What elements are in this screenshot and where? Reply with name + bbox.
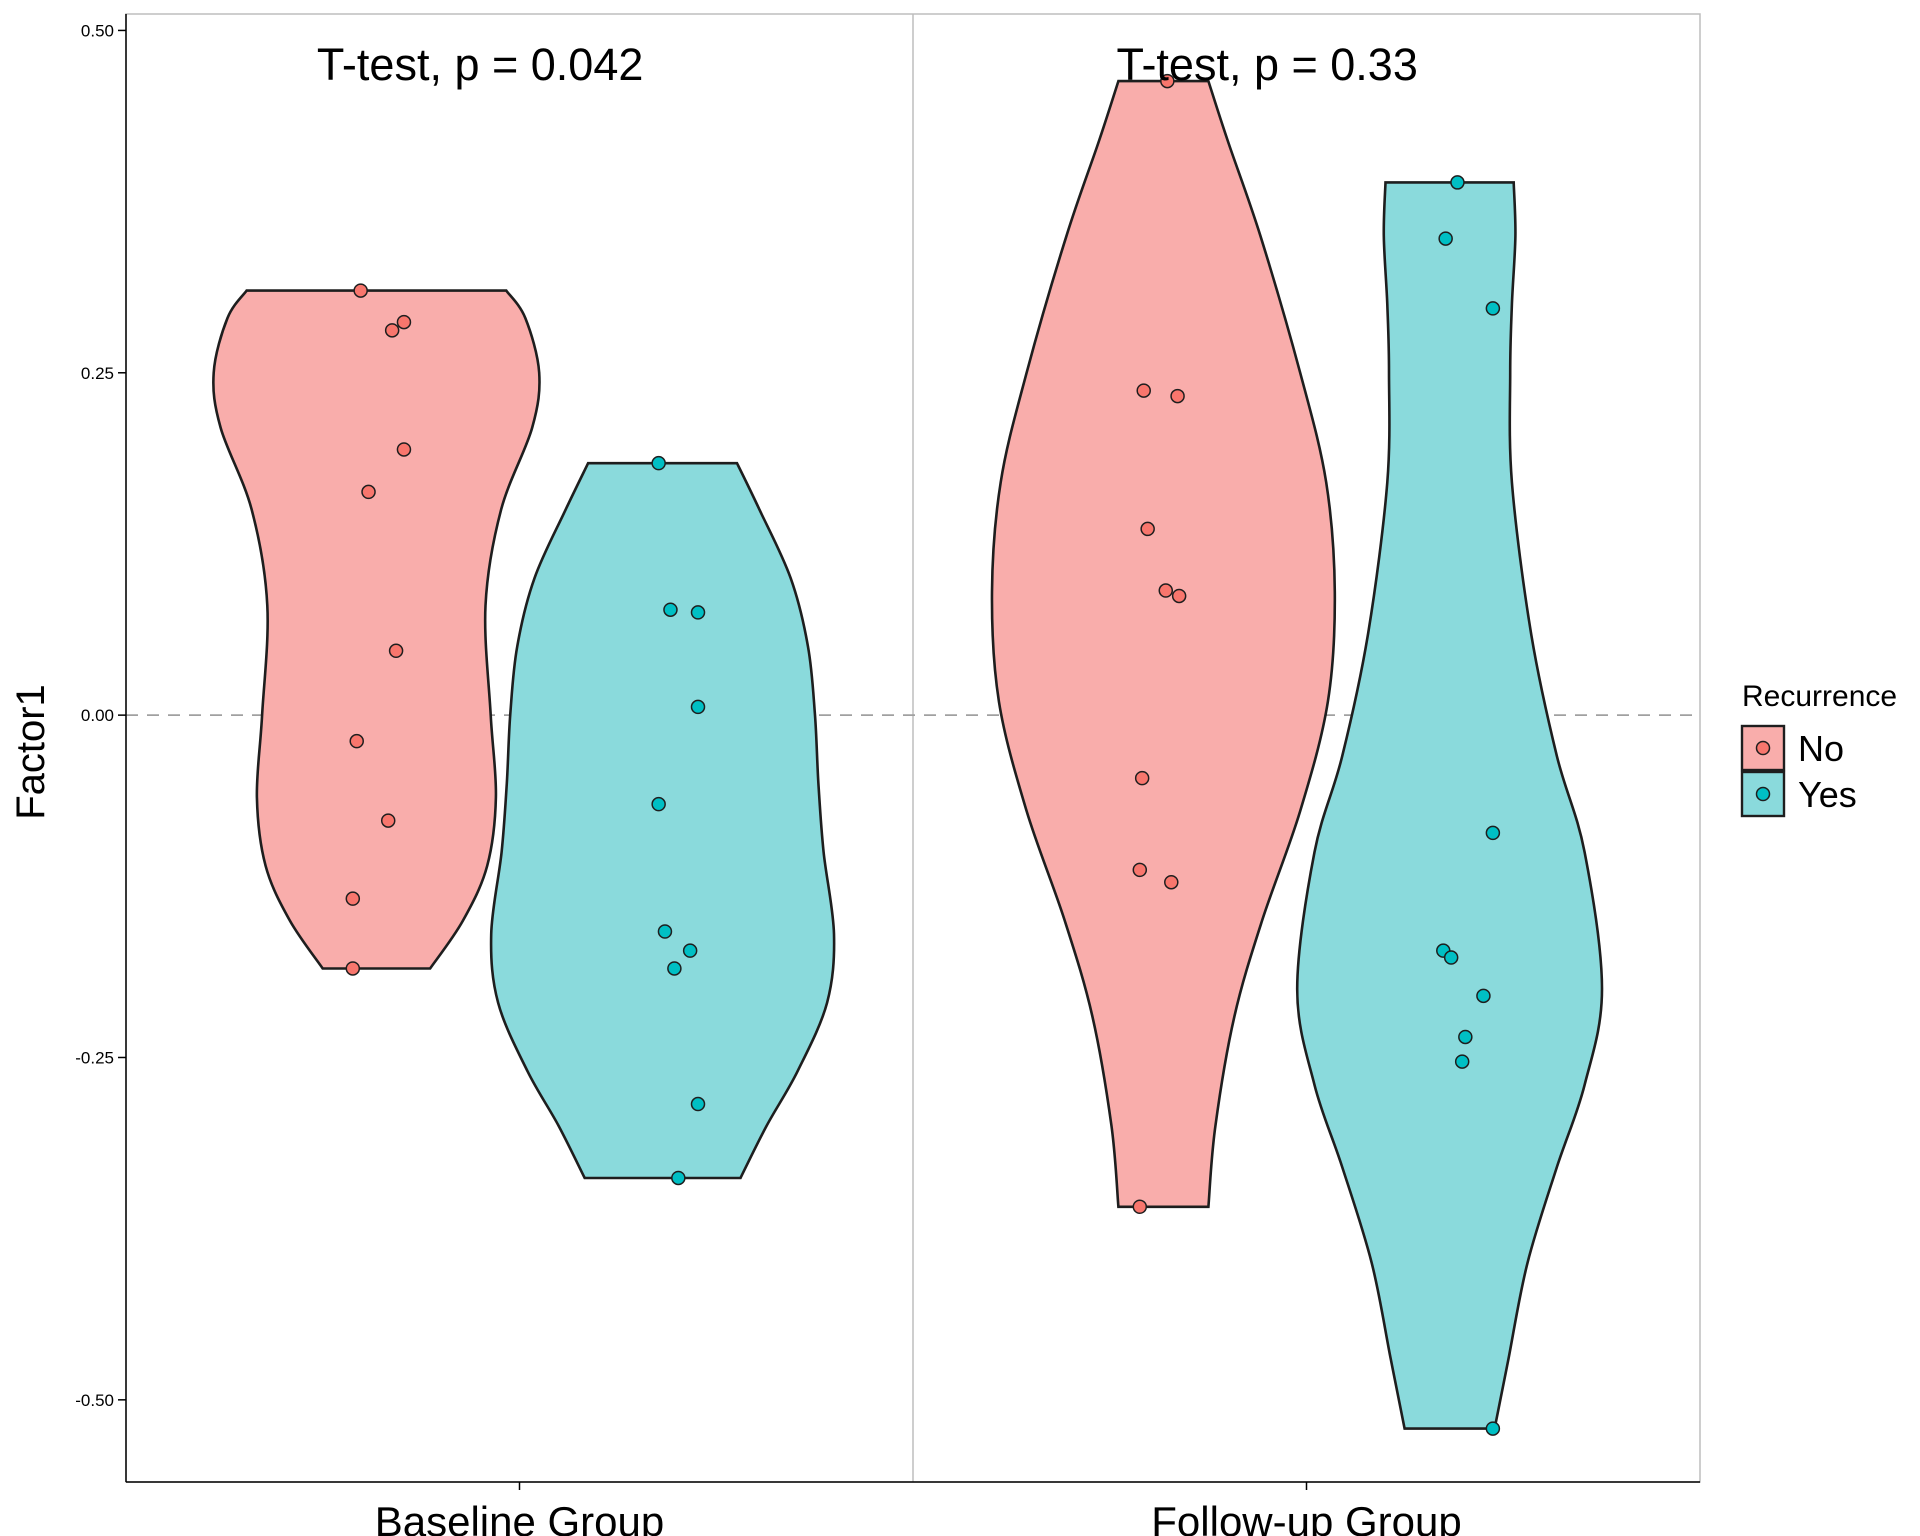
data-point-yes [1485, 825, 1501, 841]
data-point-yes [690, 1096, 706, 1112]
data-point-no [345, 891, 361, 906]
data-point-no [345, 961, 361, 976]
data-point-no [1132, 862, 1148, 878]
y-tick-label: 0.00 [81, 706, 114, 725]
legend-item-yes: Yes [1740, 770, 1857, 818]
legend-item-no: No [1740, 724, 1844, 772]
violin-yes [489, 461, 836, 1180]
data-point-no [396, 314, 412, 330]
data-point-yes [1458, 1029, 1473, 1045]
y-tick-label: -0.25 [75, 1048, 114, 1067]
legend-key-point [1755, 786, 1771, 802]
data-point-yes [657, 924, 673, 939]
legend-key [1740, 770, 1786, 818]
legend-title: Recurrence [1742, 680, 1897, 713]
violin-yes [1295, 181, 1604, 1430]
data-point-no [388, 643, 404, 659]
ttest-annotation: T-test, p = 0.33 [1116, 39, 1417, 90]
data-point-yes [1476, 988, 1491, 1004]
data-point-no [1171, 588, 1187, 604]
data-point-yes [1485, 1421, 1501, 1436]
y-tick-label: -0.50 [75, 1391, 114, 1410]
x-category-label: Follow-up Group [1151, 1498, 1461, 1536]
data-point-yes [690, 605, 706, 620]
y-axis: -0.50 -0.25 0.00 0.25 0.50 [75, 14, 127, 1482]
y-axis-label: Factor1 [9, 684, 53, 820]
violins [212, 79, 1604, 1430]
data-point-yes [651, 796, 666, 812]
data-point-no [1170, 388, 1185, 404]
violin-no [990, 79, 1337, 1209]
annotations: T-test, p = 0.042 T-test, p = 0.33 [317, 39, 1418, 90]
ttest-annotation: T-test, p = 0.042 [317, 39, 643, 90]
data-point-yes [667, 961, 682, 976]
data-point-no [361, 484, 376, 500]
data-point-yes [651, 455, 666, 471]
legend: Recurrence No Yes [1740, 680, 1897, 818]
data-point-yes [663, 602, 678, 617]
violin-no [212, 289, 541, 970]
legend-label: Yes [1798, 774, 1857, 815]
data-point-yes [1450, 175, 1465, 190]
data-point-yes [1454, 1054, 1470, 1069]
data-point-no [1134, 770, 1150, 786]
data-point-no [384, 323, 400, 338]
legend-label: No [1798, 728, 1844, 769]
data-point-no [1160, 73, 1175, 89]
data-point-no [1164, 874, 1179, 890]
data-point-no [1140, 521, 1155, 537]
jitter-points [345, 73, 1501, 1436]
data-point-no [1132, 1199, 1148, 1214]
data-point-yes [690, 699, 706, 715]
y-tick-label: 0.50 [81, 21, 114, 40]
data-point-yes [682, 943, 698, 958]
legend-key-point [1755, 740, 1771, 756]
x-category-label: Baseline Group [375, 1498, 665, 1536]
data-point-no [1136, 383, 1151, 398]
data-point-yes [1443, 950, 1459, 965]
data-point-no [353, 283, 368, 298]
data-point-yes [1438, 231, 1453, 246]
data-point-no [1158, 583, 1174, 598]
data-point-yes [671, 1170, 686, 1186]
data-point-yes [1485, 301, 1501, 316]
data-point-no [396, 442, 412, 457]
data-point-no [349, 733, 364, 749]
x-axis: Baseline Group Follow-up Group [126, 1481, 1700, 1536]
data-point-no [380, 813, 396, 828]
y-tick-label: 0.25 [81, 364, 114, 383]
